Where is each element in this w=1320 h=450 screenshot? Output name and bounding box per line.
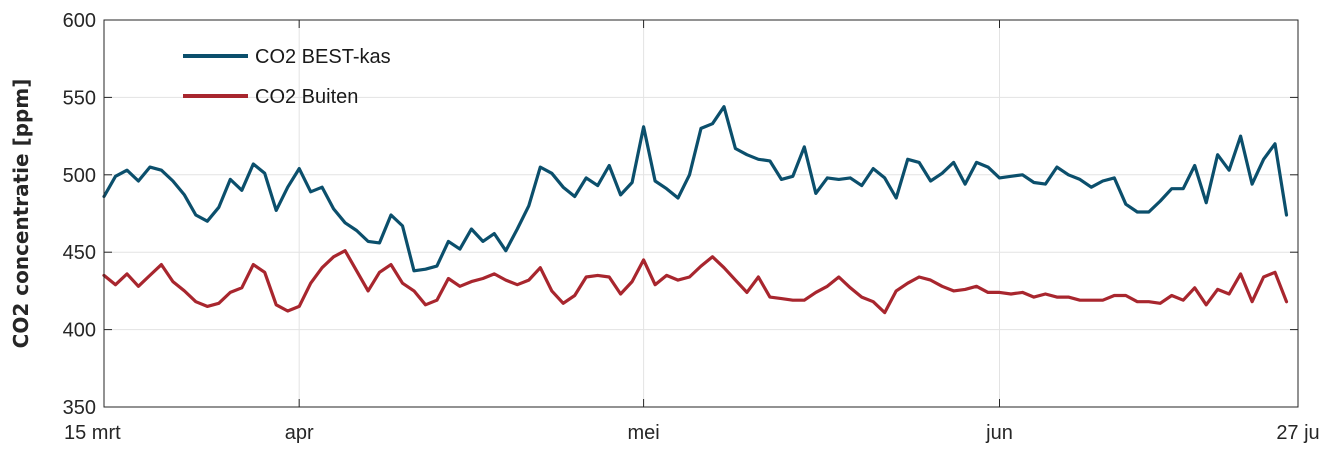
x-tick-label: 27 ju [1276, 422, 1319, 444]
x-tick-label: 15 mrt [64, 422, 121, 444]
axes-box [103, 19, 1299, 408]
legend-label-1: CO2 BEST-kas [255, 46, 391, 68]
y-axis-title: CO2 concentratie [ppm] [9, 79, 33, 349]
series-line-2 [102, 249, 1289, 315]
legend-label-2: CO2 Buiten [255, 86, 358, 108]
y-tick-label: 400 [63, 320, 96, 342]
y-tick-label: 600 [63, 10, 96, 32]
x-tick-label: apr [285, 422, 314, 444]
x-tick-label: mei [627, 422, 659, 444]
y-tick-label: 550 [63, 87, 96, 109]
x-tick-label: jun [985, 422, 1013, 444]
series-line-1 [102, 105, 1289, 273]
plot-area [104, 20, 1298, 407]
y-tick-label: 450 [63, 242, 96, 264]
y-tick-label: 350 [63, 397, 96, 419]
y-tick-label: 500 [63, 165, 96, 187]
legend: CO2 BEST-kas CO2 Buiten [183, 46, 391, 108]
